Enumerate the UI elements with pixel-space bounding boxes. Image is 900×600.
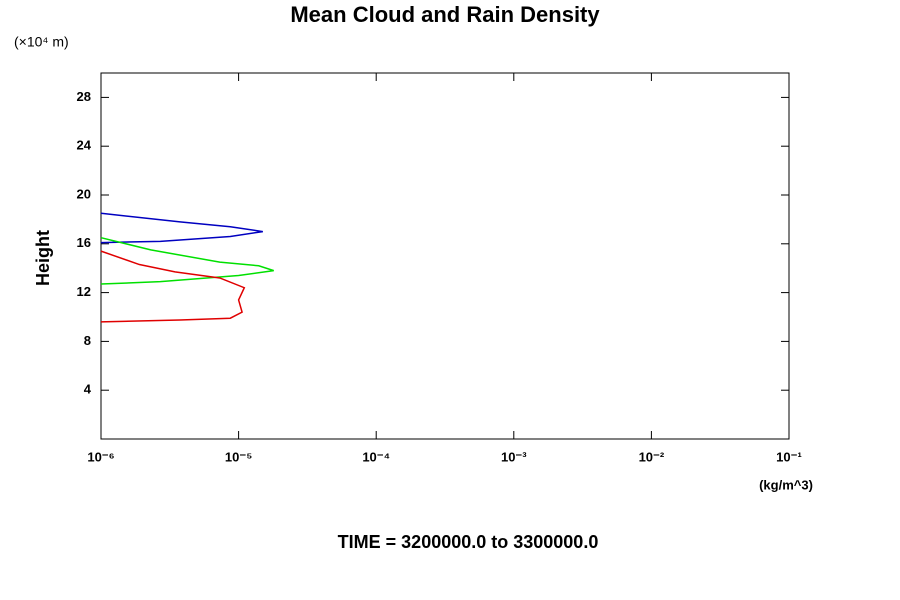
x-unit: (kg/m^3)	[759, 477, 813, 492]
y-tick-label: 4	[84, 382, 92, 397]
profile-line	[100, 212, 263, 244]
y-tick-label: 8	[84, 333, 91, 348]
profile-line	[100, 236, 274, 285]
y-label: Height	[33, 230, 53, 286]
x-tick-label: 10⁻¹	[776, 449, 802, 464]
x-tick-label: 10⁻³	[501, 449, 527, 464]
y-unit: (×10⁴ m)	[14, 34, 69, 50]
x-tick-label: 10⁻⁴	[362, 449, 390, 464]
y-tick-label: 24	[77, 138, 92, 153]
y-tick-label: 12	[77, 284, 91, 299]
plot-frame	[100, 72, 790, 440]
x-tick-label: 10⁻⁵	[225, 449, 252, 464]
profile-line	[100, 250, 246, 323]
y-tick-label: 16	[77, 235, 91, 250]
y-tick-label: 28	[77, 89, 91, 104]
x-tick-label: 10⁻²	[639, 449, 665, 464]
x-tick-label: 10⁻⁶	[87, 449, 114, 464]
y-tick-label: 20	[77, 186, 91, 201]
chart-title: Mean Cloud and Rain Density	[290, 2, 600, 27]
footer: TIME = 3200000.0 to 3300000.0	[338, 532, 599, 552]
